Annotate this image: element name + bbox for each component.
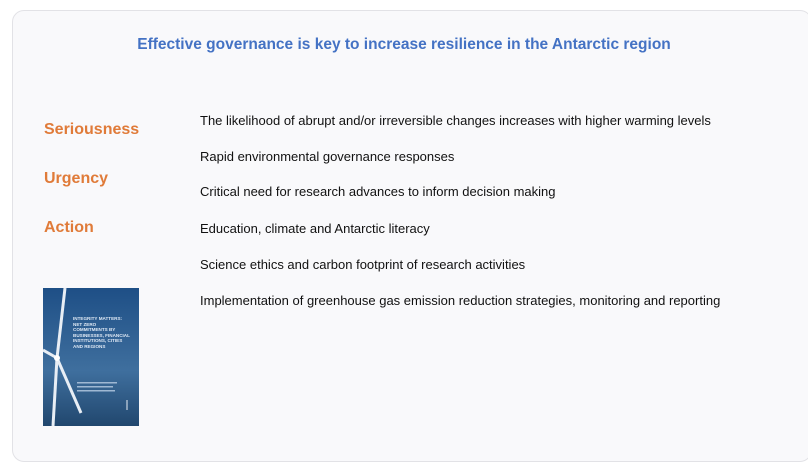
item: Implementation of greenhouse gas emissio… — [200, 293, 720, 308]
slide-title: Effective governance is key to increase … — [0, 36, 808, 54]
item: Critical need for research advances to i… — [200, 184, 556, 199]
label: Urgency — [44, 170, 108, 188]
label: Action — [44, 219, 94, 237]
cover-art — [43, 288, 139, 426]
item: Science ethics and carbon footprint of r… — [200, 257, 525, 272]
page: Effective governance is key to increase … — [0, 0, 808, 459]
item: Education, climate and Antarctic literac… — [200, 221, 430, 236]
report-cover: INTEGRITY MATTERS: NET ZERO COMMITMENTS … — [43, 288, 139, 426]
label: Seriousness — [44, 121, 139, 139]
item: Rapid environmental governance responses — [200, 149, 454, 164]
item: The likelihood of abrupt and/or irrevers… — [200, 113, 711, 128]
cover-title: INTEGRITY MATTERS: NET ZERO COMMITMENTS … — [73, 316, 131, 350]
